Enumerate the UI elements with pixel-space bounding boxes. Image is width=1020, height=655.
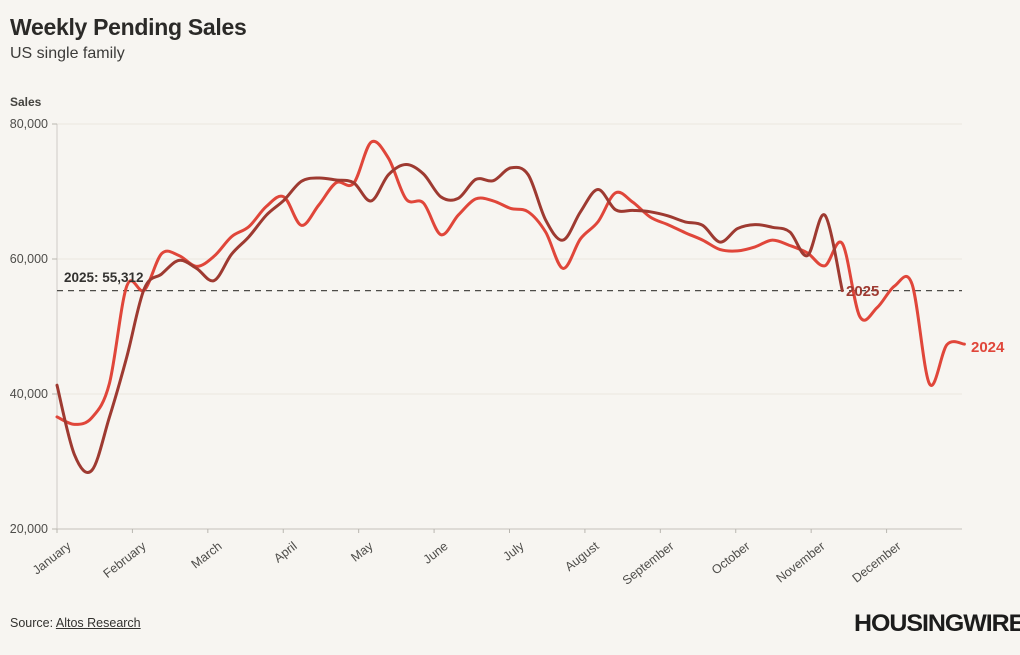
reference-line-label: 2025: 55,312 bbox=[64, 270, 144, 285]
series-label-2025: 2025 bbox=[846, 283, 880, 300]
y-axis-label: 80,000 bbox=[9, 117, 48, 131]
source-text: Source: Altos Research bbox=[10, 616, 141, 630]
y-axis-label: 60,000 bbox=[9, 252, 48, 266]
y-axis-title: Sales bbox=[10, 95, 42, 109]
series-2024-line bbox=[55, 139, 966, 426]
series-2025-line bbox=[55, 162, 844, 474]
page-title: Weekly Pending Sales bbox=[10, 14, 247, 40]
y-axis-label: 20,000 bbox=[9, 522, 48, 536]
series-label-2024: 2024 bbox=[971, 339, 1005, 356]
brand-logo: HOUSINGWIRE bbox=[854, 610, 1020, 637]
page-subtitle: US single family bbox=[10, 45, 125, 62]
source-prefix: Source: bbox=[10, 616, 56, 630]
source-link[interactable]: Altos Research bbox=[55, 616, 141, 630]
y-axis-label: 40,000 bbox=[9, 387, 48, 401]
